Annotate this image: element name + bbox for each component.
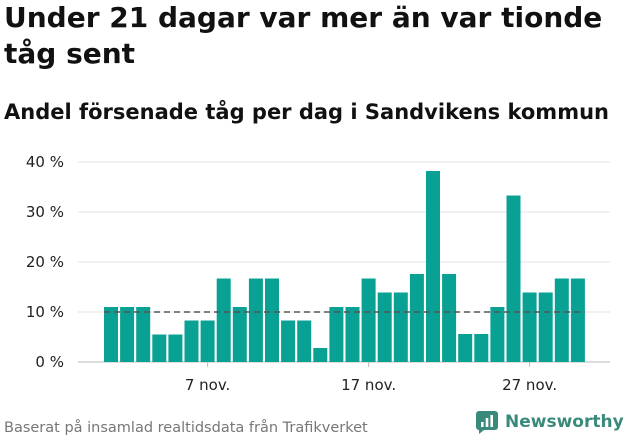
bar — [216, 278, 231, 362]
chart-subtitle: Andel försenade tåg per dag i Sandvikens… — [4, 100, 609, 124]
x-tick-label: 27 nov. — [502, 376, 557, 394]
bar — [136, 307, 151, 362]
bar — [474, 334, 489, 362]
bar-chart: 0 % 10 % 20 % 30 % 40 % 7 nov. 17 nov. 27 nov. — [26, 153, 610, 394]
bar — [200, 320, 215, 362]
y-tick-label: 20 % — [26, 253, 64, 271]
y-tick-label: 10 % — [26, 303, 64, 321]
brand-logo: Newsworthy — [475, 408, 624, 436]
x-axis-labels: 7 nov. 17 nov. 27 nov. — [185, 362, 557, 394]
bar — [104, 307, 118, 362]
source-note: Baserat på insamlad realtidsdata från Tr… — [4, 420, 368, 436]
bar — [248, 278, 263, 362]
bar — [538, 292, 553, 362]
bar — [152, 334, 167, 362]
bar — [345, 307, 360, 362]
bar — [297, 320, 312, 362]
y-tick-label: 40 % — [26, 153, 64, 171]
x-tick-label: 7 nov. — [185, 376, 230, 394]
bar — [281, 320, 296, 362]
bar — [361, 278, 376, 362]
bar — [329, 307, 344, 362]
x-tick-label: 17 nov. — [341, 376, 396, 394]
bar — [458, 334, 473, 362]
bar — [393, 292, 408, 362]
bar — [426, 171, 440, 362]
bar — [168, 334, 183, 362]
bar — [120, 307, 135, 362]
bar — [232, 307, 247, 362]
y-tick-label: 30 % — [26, 203, 64, 221]
bar — [554, 278, 569, 362]
chart-title: Under 21 dagar var mer än var tionde tåg… — [4, 1, 603, 70]
bar — [265, 278, 279, 362]
bar — [442, 274, 457, 362]
bar — [313, 348, 328, 362]
y-tick-label: 0 % — [35, 353, 64, 371]
y-axis-labels: 0 % 10 % 20 % 30 % 40 % — [26, 153, 64, 371]
bars — [104, 171, 585, 362]
brand-name: Newsworthy — [505, 412, 624, 432]
newsworthy-logo-icon — [476, 411, 498, 434]
bar — [570, 278, 585, 362]
bar — [184, 320, 199, 362]
bar — [506, 195, 521, 362]
bar — [490, 307, 505, 362]
bar — [522, 292, 537, 362]
bar — [409, 274, 424, 362]
bar — [377, 292, 392, 362]
